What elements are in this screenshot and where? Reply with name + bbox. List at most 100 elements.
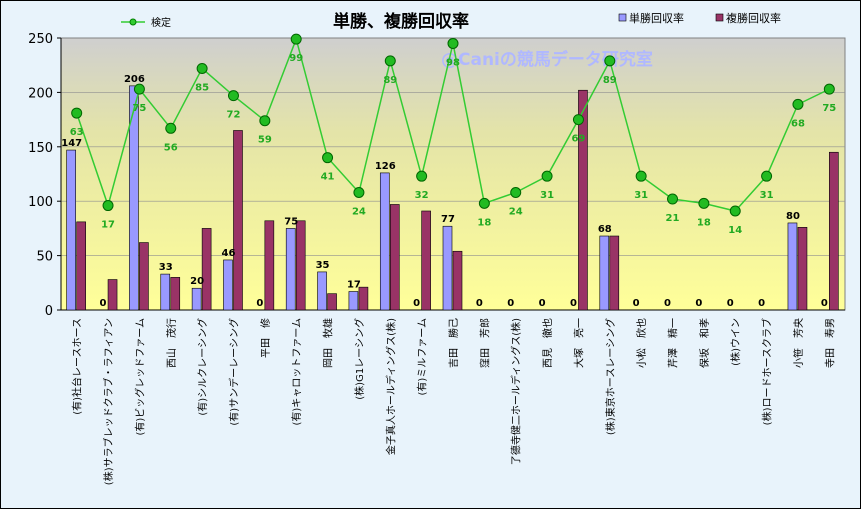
bar-tansho xyxy=(66,149,76,311)
x-tick-label: 大塚 亮一 xyxy=(572,318,585,368)
line-data-label: 68 xyxy=(791,118,805,129)
x-tick-label: 岡田 牧雄 xyxy=(322,318,335,368)
legend-bar2-label: 複勝回収率 xyxy=(726,11,781,25)
bar-fukusho xyxy=(295,220,306,311)
legend: 検定 単勝回収率 複勝回収率 xyxy=(121,11,781,29)
y-tick-label: 250 xyxy=(28,32,53,47)
line-data-label: 31 xyxy=(540,190,554,201)
bar-tansho xyxy=(599,235,610,311)
bar-tansho xyxy=(129,85,139,311)
bar-data-label: 0 xyxy=(758,298,765,309)
bar-data-label: 33 xyxy=(159,262,173,273)
x-tick-label: (有)サンデーレーシング xyxy=(227,318,240,426)
bar-fukusho xyxy=(578,89,588,311)
line-data-label: 31 xyxy=(634,190,648,201)
line-series: 63 17 75 56 85 72 59 99 41 24 89 32 98 18 24 31 69 89 31 21… xyxy=(70,33,836,236)
y-tick-label: 50 xyxy=(36,250,53,265)
x-tick-label: 窪田 芳郎 xyxy=(478,318,491,368)
x-tick-label: (株)ロードホースクラブ xyxy=(761,318,774,425)
line-point xyxy=(541,170,553,182)
y-tick-label: 150 xyxy=(28,141,53,156)
line-data-label: 18 xyxy=(477,217,491,228)
bar-data-label: 46 xyxy=(222,248,236,259)
line-point xyxy=(447,37,459,49)
line-data-label: 24 xyxy=(509,206,523,217)
bar-data-label: 147 xyxy=(61,138,82,149)
bar-fukusho xyxy=(76,221,86,311)
x-tick-label: (有)ミルファーム xyxy=(416,318,429,396)
line-point xyxy=(290,33,302,45)
line-data-label: 98 xyxy=(446,57,460,68)
bar-data-label: 0 xyxy=(633,298,640,309)
bar-data-label: 77 xyxy=(441,214,455,225)
chart-title: 単勝、複勝回収率 xyxy=(333,11,469,32)
bar-tansho xyxy=(191,287,202,311)
line-data-label: 41 xyxy=(321,172,335,183)
line-data-label: 59 xyxy=(258,135,272,146)
x-tick-label: 平田 修 xyxy=(259,318,272,358)
bar-data-label: 68 xyxy=(598,224,612,235)
bar-data-label: 0 xyxy=(100,298,107,309)
bar-labels: 147 0 206 33 20 46 0 75 35 17 126 0 77 0 0 0 0 68 0 0 0 0 0 80 0 xyxy=(61,74,828,309)
y-tick-label: 0 xyxy=(45,304,53,319)
legend-bar1-swatch xyxy=(618,13,627,22)
bar-data-label: 0 xyxy=(570,298,577,309)
x-tick-label: (株)サラブレッドクラブ・ラフィアン xyxy=(102,318,115,485)
line-point xyxy=(196,62,208,74)
line-data-label: 89 xyxy=(383,75,397,86)
bar-data-label: 206 xyxy=(124,74,145,85)
line-data-label: 32 xyxy=(415,190,429,201)
line-data-label: 31 xyxy=(760,190,774,201)
line-data-label: 89 xyxy=(603,75,617,86)
line-point xyxy=(604,55,616,67)
line-point xyxy=(761,170,773,182)
bar-fukusho xyxy=(233,130,243,311)
x-tick-label: 吉田 勝己 xyxy=(447,318,460,368)
bar-fukusho xyxy=(609,235,620,311)
line-point xyxy=(416,170,428,182)
line-point xyxy=(510,186,522,198)
line-data-label: 75 xyxy=(822,103,836,114)
bar-fukusho xyxy=(797,227,808,311)
bar-data-label: 0 xyxy=(476,298,483,309)
line-point xyxy=(729,205,741,217)
bar-data-label: 0 xyxy=(821,298,828,309)
line-data-label: 56 xyxy=(164,142,178,153)
bar-fukusho xyxy=(201,228,212,311)
line-point xyxy=(227,90,239,102)
bar-fukusho xyxy=(829,151,839,311)
bar-tansho xyxy=(160,273,171,311)
bar-tansho xyxy=(285,228,296,311)
line-point xyxy=(478,197,490,209)
x-tick-label: 西山 茂行 xyxy=(165,318,178,368)
bar-tansho xyxy=(379,172,390,311)
bar-data-label: 35 xyxy=(316,260,330,271)
line-point xyxy=(667,193,679,205)
legend-line-marker xyxy=(129,18,137,26)
line-point xyxy=(322,152,334,164)
bar-data-label: 0 xyxy=(256,298,263,309)
x-tick-label: 小松 欣也 xyxy=(635,318,648,368)
bar-fukusho xyxy=(327,293,337,311)
line-data-label: 14 xyxy=(728,225,742,236)
bar-fukusho xyxy=(421,210,431,311)
line-point xyxy=(102,200,114,212)
bar-data-label: 0 xyxy=(413,298,420,309)
line-point xyxy=(635,170,647,182)
x-tick-label: 芹澤 精一 xyxy=(667,318,680,368)
legend-bar2-swatch xyxy=(715,13,724,22)
line-data-label: 18 xyxy=(697,217,711,228)
x-tick-label: 金子真人ホールディングス(株) xyxy=(384,318,397,455)
x-tick-label: 保坂 和孝 xyxy=(698,318,711,368)
bar-data-label: 17 xyxy=(347,280,361,291)
bar-tansho xyxy=(442,225,453,311)
bar-data-label: 0 xyxy=(695,298,702,309)
line-data-label: 24 xyxy=(352,206,366,217)
y-tick-label: 100 xyxy=(28,195,53,210)
bar-tansho xyxy=(787,222,798,311)
legend-bar1-label: 単勝回収率 xyxy=(629,11,684,25)
x-tick-label: (有)ビッグレッドファーム xyxy=(133,318,146,436)
bar-fukusho xyxy=(170,277,181,311)
x-tick-label: 西見 徹也 xyxy=(541,318,554,368)
